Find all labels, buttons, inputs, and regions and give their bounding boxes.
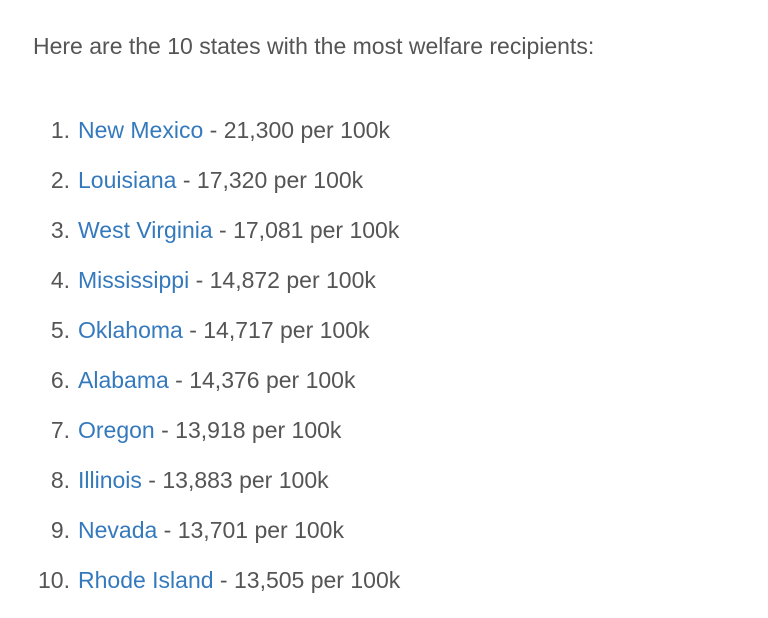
state-detail: - 13,918 per 100k [154, 417, 342, 443]
list-item: 3. West Virginia - 17,081 per 100k [33, 216, 738, 244]
rank-number: 9. [50, 517, 70, 543]
state-link[interactable]: New Mexico [78, 117, 204, 143]
state-detail: - 13,701 per 100k [157, 517, 344, 543]
list-item: 7. Oregon - 13,918 per 100k [33, 416, 738, 444]
state-link[interactable]: Alabama [78, 367, 169, 393]
list-item: 4. Mississippi - 14,872 per 100k [33, 266, 738, 294]
list-item: 9. Nevada - 13,701 per 100k [33, 516, 738, 544]
state-detail: - 14,717 per 100k [182, 317, 370, 343]
state-link[interactable]: Oklahoma [78, 317, 183, 343]
state-detail: - 17,320 per 100k [176, 167, 364, 193]
rank-number: 8. [50, 467, 70, 493]
rank-number: 1. [50, 117, 70, 143]
state-link[interactable]: Nevada [78, 517, 158, 543]
state-detail: - 13,883 per 100k [141, 467, 329, 493]
list-item: 10. Rhode Island - 13,505 per 100k [33, 566, 738, 594]
state-detail: - 14,872 per 100k [189, 267, 376, 293]
intro-text: Here are the 10 states with the most wel… [33, 33, 595, 59]
rank-number: 2. [50, 167, 70, 193]
state-link[interactable]: West Virginia [78, 217, 213, 243]
rank-number: 6. [50, 367, 70, 393]
state-link[interactable]: Oregon [78, 417, 155, 443]
state-link[interactable]: Louisiana [78, 167, 177, 193]
list-item: 8. Illinois - 13,883 per 100k [33, 466, 738, 494]
list-item: 5. Oklahoma - 14,717 per 100k [33, 316, 738, 344]
state-detail: - 13,505 per 100k [213, 567, 401, 593]
rank-number: 4. [50, 267, 70, 293]
post-body: Here are the 10 states with the most wel… [33, 33, 738, 594]
list-item: 2. Louisiana - 17,320 per 100k [33, 166, 738, 194]
states-list: 1. New Mexico - 21,300 per 100k 2. Louisia… [33, 116, 738, 594]
list-item: 6. Alabama - 14,376 per 100k [33, 366, 738, 394]
state-detail: - 14,376 per 100k [168, 367, 356, 393]
rank-number: 7. [50, 417, 70, 443]
list-item: 1. New Mexico - 21,300 per 100k [33, 116, 738, 144]
state-detail: - 21,300 per 100k [203, 117, 390, 143]
state-link[interactable]: Illinois [78, 467, 142, 493]
state-link[interactable]: Rhode Island [78, 567, 214, 593]
state-link[interactable]: Mississippi [78, 267, 190, 293]
rank-number: 5. [50, 317, 70, 343]
rank-number: 10. [38, 567, 70, 593]
state-detail: - 17,081 per 100k [212, 217, 400, 243]
rank-number: 3. [50, 217, 70, 243]
